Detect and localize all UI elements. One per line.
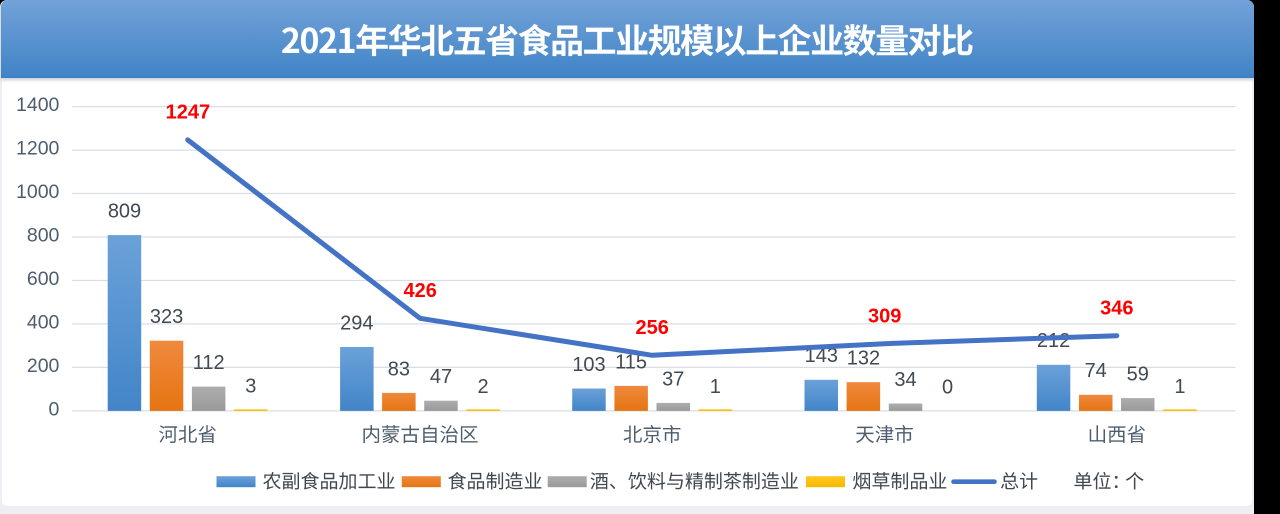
svg-text:1000: 1000 (16, 181, 60, 203)
svg-text:0: 0 (942, 376, 953, 398)
svg-text:83: 83 (388, 358, 410, 380)
svg-text:3: 3 (245, 376, 256, 398)
svg-text:74: 74 (1085, 360, 1107, 382)
svg-text:59: 59 (1127, 364, 1149, 386)
svg-text:309: 309 (868, 305, 901, 327)
svg-text:132: 132 (847, 348, 880, 370)
svg-text:34: 34 (894, 369, 916, 391)
svg-text:400: 400 (27, 311, 60, 333)
svg-text:426: 426 (404, 280, 437, 302)
svg-text:1247: 1247 (166, 102, 211, 124)
svg-text:1: 1 (710, 376, 721, 398)
svg-text:103: 103 (572, 354, 605, 376)
svg-text:294: 294 (340, 312, 373, 334)
svg-text:323: 323 (150, 306, 183, 328)
svg-text:800: 800 (27, 224, 60, 246)
svg-text:37: 37 (662, 368, 684, 390)
svg-text:0: 0 (49, 398, 60, 420)
svg-text:115: 115 (615, 351, 647, 373)
svg-text:112: 112 (193, 352, 225, 374)
svg-text:2: 2 (478, 376, 489, 398)
svg-text:600: 600 (27, 268, 60, 290)
svg-text:809: 809 (108, 201, 141, 223)
svg-text:1: 1 (1174, 376, 1185, 398)
svg-text:47: 47 (430, 366, 452, 388)
svg-text:346: 346 (1100, 297, 1133, 319)
svg-text:1400: 1400 (16, 94, 60, 116)
svg-text:200: 200 (27, 355, 60, 377)
svg-text:1200: 1200 (16, 138, 60, 160)
svg-text:256: 256 (636, 317, 669, 339)
svg-text:212: 212 (1037, 330, 1070, 352)
svg-text:143: 143 (805, 345, 838, 367)
